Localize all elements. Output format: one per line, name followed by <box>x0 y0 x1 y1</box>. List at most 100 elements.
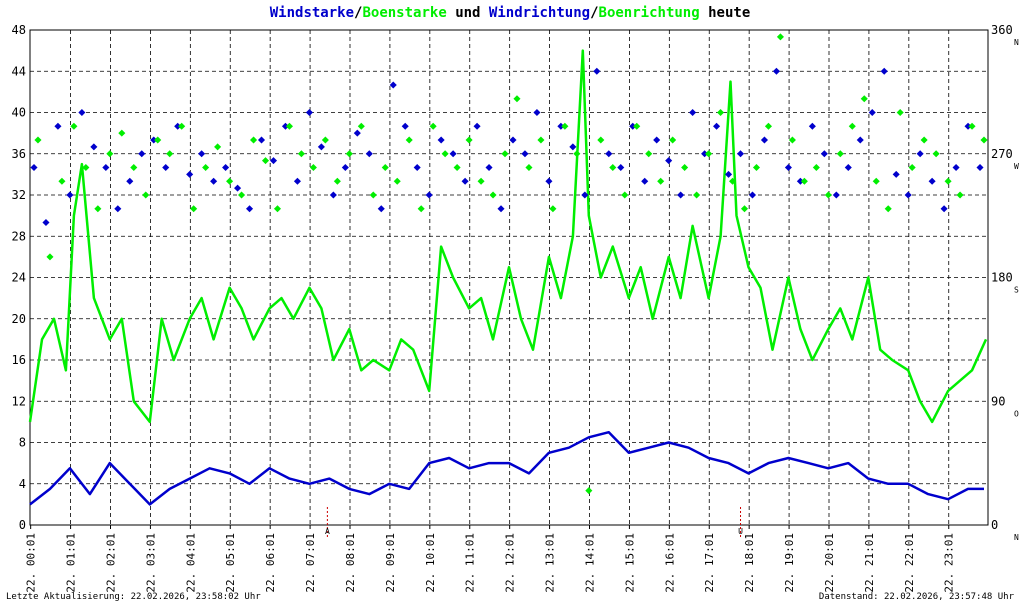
data-point-boenrichtung <box>309 163 317 172</box>
data-point-windrichtung <box>162 163 170 172</box>
data-point-boenrichtung <box>106 150 114 158</box>
right-tick-label: 270 <box>991 147 1013 161</box>
data-point-windrichtung <box>581 191 589 199</box>
x-tick-label: 22. 09:01 <box>384 533 397 593</box>
data-point-windrichtung <box>808 122 816 130</box>
data-point-windrichtung <box>629 122 637 130</box>
x-tick-label: 22. 11:01 <box>464 533 477 593</box>
left-tick-label: 24 <box>12 271 26 285</box>
title-part: und <box>446 5 489 21</box>
x-tick-label: 22. 06:01 <box>264 533 277 593</box>
data-point-windrichtung <box>952 163 960 172</box>
data-point-boenrichtung <box>190 205 198 213</box>
left-tick-label: 44 <box>12 64 26 78</box>
x-tick-label: 22. 18:01 <box>743 533 756 593</box>
data-point-boenrichtung <box>573 150 581 158</box>
direction-label: N <box>1014 533 1019 542</box>
x-tick-label: 22. 22:01 <box>903 533 916 593</box>
left-tick-label: 32 <box>12 188 26 202</box>
data-point-boenrichtung <box>872 177 880 185</box>
x-tick-label: 22. 08:01 <box>344 533 357 593</box>
data-point-boenrichtung <box>657 177 665 185</box>
data-point-boenrichtung <box>764 122 772 130</box>
title-part: Boenrichtung <box>598 5 700 21</box>
data-point-windrichtung <box>868 108 876 117</box>
data-point-windrichtung <box>653 136 661 144</box>
title-part: heute <box>699 5 751 21</box>
direction-label: O <box>1014 409 1019 418</box>
data-point-boenrichtung <box>848 122 856 130</box>
data-point-windrichtung <box>42 218 50 227</box>
data-point-windrichtung <box>425 191 433 199</box>
data-point-windrichtung <box>916 150 924 158</box>
data-point-boenrichtung <box>752 163 761 172</box>
x-tick-label: 22. 23:01 <box>943 533 956 593</box>
data-point-windrichtung <box>880 67 888 75</box>
data-point-windrichtung <box>293 177 301 185</box>
data-point-boenrichtung <box>58 177 66 185</box>
x-tick-label: 22. 20:01 <box>823 533 836 593</box>
data-point-windrichtung <box>222 163 230 172</box>
x-tick-label: 22. 00:01 <box>25 533 38 593</box>
data-point-boenrichtung <box>537 136 545 144</box>
data-point-boenrichtung <box>860 95 868 103</box>
left-tick-label: 28 <box>12 229 26 243</box>
data-point-boenrichtung <box>429 122 437 130</box>
data-point-boenrichtung <box>944 177 952 185</box>
data-point-windrichtung <box>509 136 517 144</box>
data-point-windrichtung <box>796 177 804 185</box>
data-point-windrichtung <box>198 150 206 158</box>
x-tick-label: 22. 19:01 <box>783 533 796 593</box>
data-point-boenrichtung <box>321 136 329 144</box>
data-point-boenrichtung <box>261 157 270 165</box>
data-point-boenrichtung <box>441 150 449 158</box>
data-point-windrichtung <box>701 150 709 158</box>
data-point-boenrichtung <box>214 143 222 151</box>
x-tick-label: 22. 21:01 <box>863 533 876 593</box>
data-point-windrichtung <box>449 150 457 158</box>
data-point-windrichtung <box>617 163 625 172</box>
data-point-boenrichtung <box>609 163 617 172</box>
series-line-boenstarke <box>28 49 988 424</box>
right-tick-label: 0 <box>991 518 998 532</box>
data-point-windrichtung <box>413 163 421 172</box>
data-point-windrichtung <box>401 122 409 130</box>
data-point-boenrichtung <box>202 163 210 172</box>
data-point-windrichtung <box>736 150 745 158</box>
data-point-boenrichtung <box>226 177 234 185</box>
data-point-windrichtung <box>772 67 780 75</box>
data-point-boenrichtung <box>621 191 629 199</box>
data-point-windrichtung <box>713 122 721 130</box>
data-point-boenrichtung <box>513 95 521 103</box>
data-point-windrichtung <box>784 163 792 172</box>
data-point-boenrichtung <box>669 136 677 144</box>
data-point-windrichtung <box>317 143 325 151</box>
x-tick-label: 22. 17:01 <box>703 533 716 593</box>
data-point-windrichtung <box>66 191 74 199</box>
left-tick-label: 48 <box>12 23 26 37</box>
data-point-windrichtung <box>90 143 98 151</box>
data-point-boenrichtung <box>597 136 605 144</box>
data-point-windrichtung <box>30 163 38 172</box>
data-point-windrichtung <box>521 150 529 158</box>
data-point-boenrichtung <box>477 177 485 185</box>
data-point-boenrichtung <box>166 150 174 158</box>
data-point-windrichtung <box>305 108 313 117</box>
data-point-windrichtung <box>210 177 218 185</box>
data-point-boenrichtung <box>178 122 186 130</box>
data-point-boenrichtung <box>238 191 246 199</box>
data-point-boenrichtung <box>297 150 305 158</box>
marker-label: A <box>325 527 330 536</box>
data-point-boenrichtung <box>776 33 784 41</box>
x-tick-label: 22. 10:01 <box>424 533 437 593</box>
data-point-windrichtung <box>820 150 828 158</box>
data-point-boenrichtung <box>273 205 282 213</box>
data-point-windrichtung <box>126 177 134 185</box>
data-point-windrichtung <box>545 177 553 185</box>
data-point-boenrichtung <box>154 136 162 144</box>
left-tick-label: 20 <box>12 312 26 326</box>
data-point-windrichtung <box>569 143 577 151</box>
data-point-boenrichtung <box>285 122 293 130</box>
